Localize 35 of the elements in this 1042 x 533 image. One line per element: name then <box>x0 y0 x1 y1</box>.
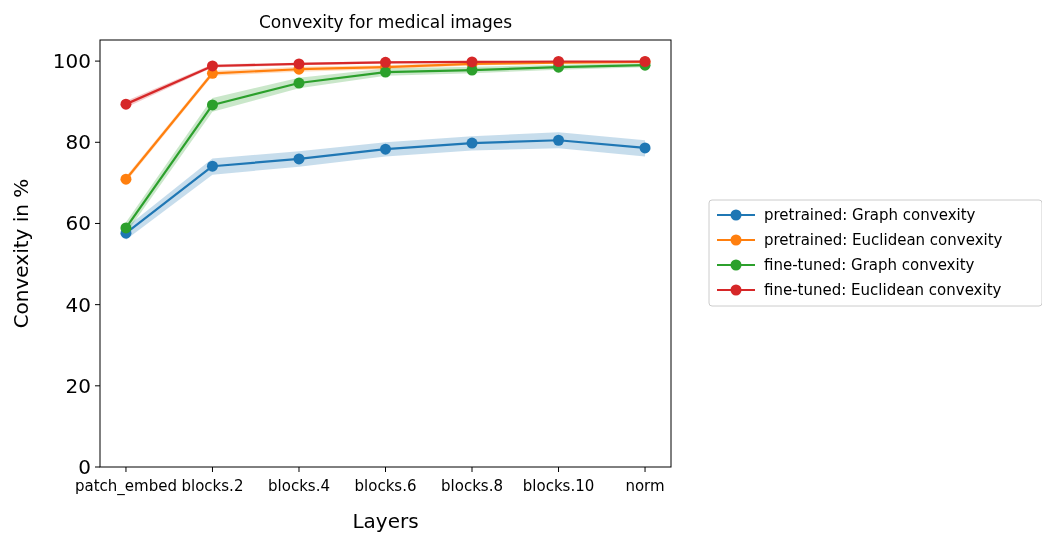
point <box>206 99 218 111</box>
y-tick-label: 0 <box>78 455 91 479</box>
point <box>466 137 478 149</box>
chart-title: Convexity for medical images <box>258 12 513 32</box>
legend-label: pretrained: Euclidean convexity <box>764 231 1003 250</box>
point <box>380 143 391 155</box>
point <box>553 134 565 146</box>
y-tick-label: 100 <box>52 49 91 74</box>
y-tick-label: 60 <box>65 211 91 236</box>
x-tick-label: norm <box>625 477 665 495</box>
point <box>120 98 132 110</box>
x-tick-label: blocks.8 <box>441 477 503 495</box>
x-tick-label: blocks.6 <box>354 477 417 495</box>
y-tick-label: 80 <box>65 130 91 155</box>
point <box>120 173 132 185</box>
point <box>639 142 651 154</box>
y-tick-label: 20 <box>65 373 91 398</box>
point <box>380 66 391 78</box>
point <box>380 56 391 68</box>
legend-label: fine-tuned: Euclidean convexity <box>764 281 1002 300</box>
point <box>206 60 218 72</box>
point <box>293 58 305 70</box>
x-tick-label: patch_embed <box>74 477 177 496</box>
point <box>293 153 305 165</box>
y-tick-label: 40 <box>65 292 91 317</box>
legend-label: fine-tuned: Graph convexity <box>764 256 975 275</box>
point <box>120 222 132 234</box>
legend-label: pretrained: Graph convexity <box>764 206 976 225</box>
x-tick-label: blocks.2 <box>181 477 244 495</box>
x-tick-label: blocks.4 <box>268 477 330 495</box>
point <box>206 160 218 172</box>
x-tick-label: blocks.10 <box>522 477 595 495</box>
point <box>293 77 305 89</box>
x-axis-title: Layers <box>352 509 419 533</box>
y-axis-title: Convexity in % <box>9 178 33 329</box>
